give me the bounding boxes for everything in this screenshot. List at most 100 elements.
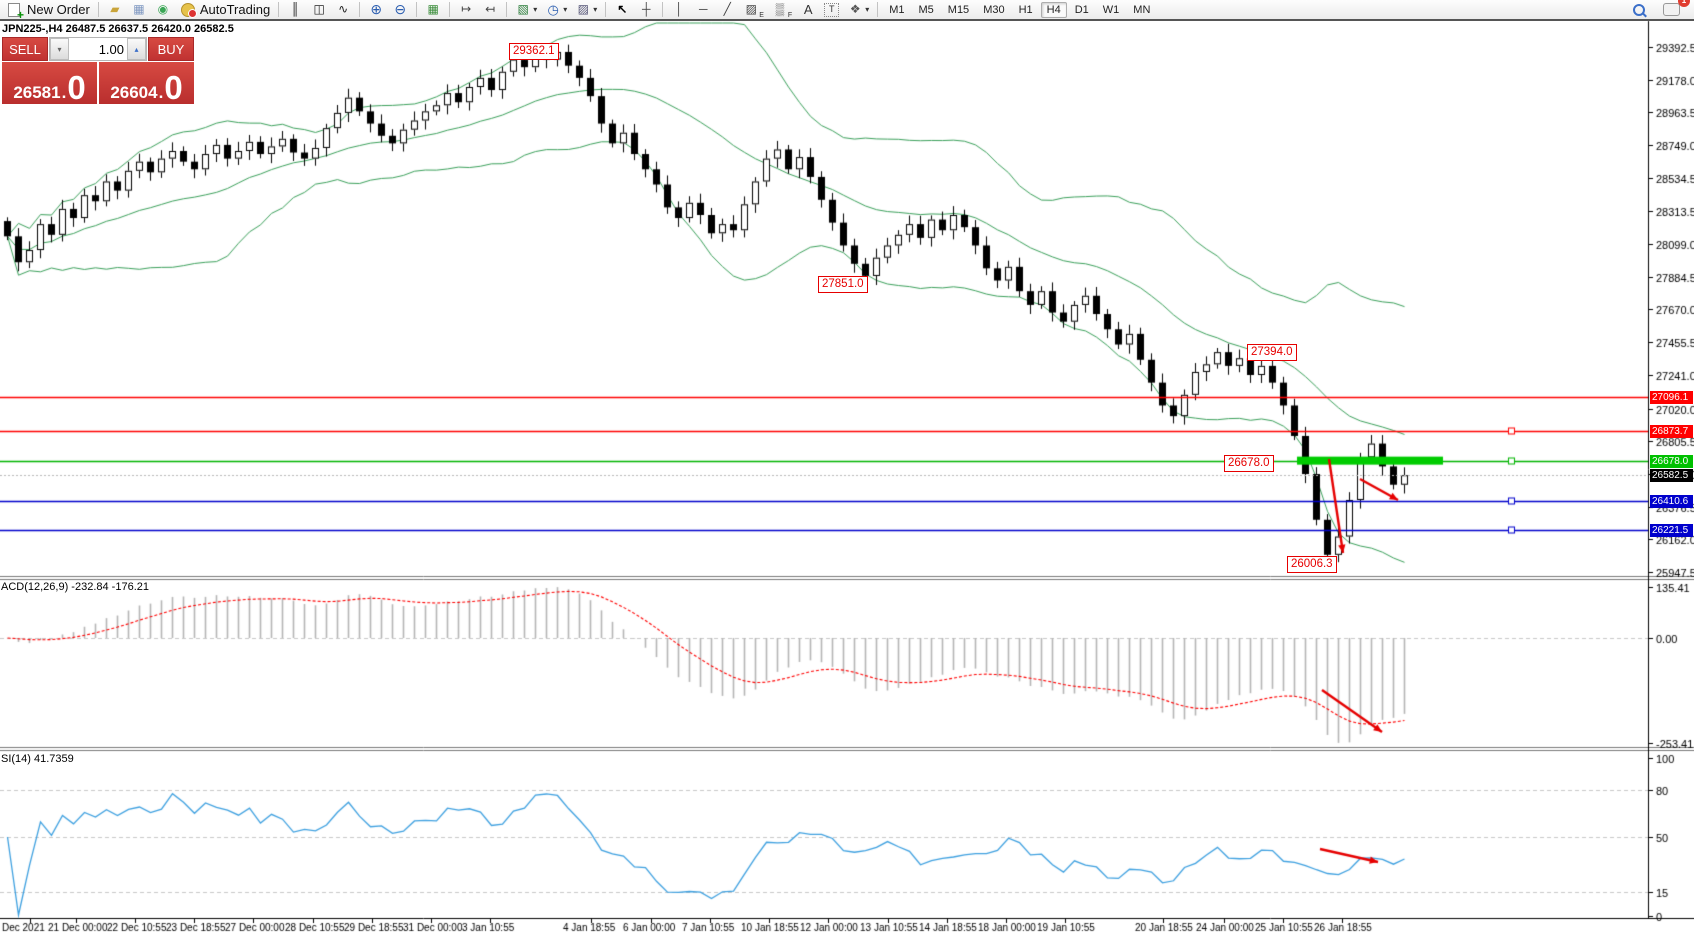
macd-label: ACD(12,26,9) -232.84 -176.21: [1, 581, 149, 593]
price-tag: 26678.0: [1650, 455, 1693, 468]
buy-price[interactable]: 26604. 0: [99, 62, 194, 104]
horizontal-line-button[interactable]: [691, 0, 715, 19]
signals-icon: [155, 2, 171, 18]
timeframe-bar: M1 M5 M15 M30 H1 H4 D1 W1 MN: [882, 1, 1157, 18]
volume-up-button[interactable]: ▴: [127, 38, 146, 60]
horizontal-line-icon: [695, 2, 711, 18]
vertical-line-button[interactable]: [667, 0, 691, 19]
channel-icon: [743, 2, 759, 18]
arrows-button[interactable]: ▾: [843, 0, 873, 19]
template-icon: [575, 2, 591, 18]
gold-bar-button[interactable]: [103, 0, 127, 19]
text-label-button[interactable]: [820, 0, 843, 19]
new-chart-button[interactable]: ▾: [511, 0, 541, 19]
cursor-icon: [614, 2, 630, 18]
signals-button[interactable]: [151, 0, 175, 19]
line-chart-button[interactable]: [331, 0, 355, 19]
timeframe-D1[interactable]: D1: [1074, 3, 1089, 16]
timeframe-M5[interactable]: M5: [918, 3, 934, 16]
new-order-button[interactable]: New Order: [2, 0, 94, 22]
zoom-out-icon: [392, 2, 408, 18]
fibonacci-icon: [772, 2, 788, 18]
new-order-label: New Order: [27, 2, 90, 17]
separator: [97, 2, 99, 17]
price-tag: 27096.1: [1650, 391, 1693, 404]
volume-stepper[interactable]: ▾ 1.00 ▴: [49, 37, 147, 61]
rsi-label: SI(14) 41.7359: [1, 753, 74, 765]
volume-value[interactable]: 1.00: [98, 41, 124, 57]
price-annotation[interactable]: 27851.0: [818, 276, 868, 293]
templates-button[interactable]: ▾: [571, 0, 601, 19]
separator: [605, 2, 607, 17]
new-chart-icon: [515, 2, 531, 18]
separator: [877, 2, 879, 17]
cursor-button[interactable]: [610, 0, 634, 19]
timeframe-M1[interactable]: M1: [889, 3, 905, 16]
tile-windows-button[interactable]: [421, 0, 445, 19]
timeframe-W1[interactable]: W1: [1102, 3, 1120, 16]
zoom-out-button[interactable]: [388, 0, 412, 19]
new-order-icon: [8, 2, 24, 22]
periods-button[interactable]: ▾: [541, 0, 571, 19]
separator: [278, 2, 280, 17]
vertical-line-icon: [671, 2, 687, 18]
price-annotation[interactable]: 29362.1: [509, 43, 559, 60]
timeframe-MN[interactable]: MN: [1133, 3, 1151, 16]
symbol-ohlc-line: JPN225-,H4 26487.5 26637.5 26420.0 26582…: [2, 23, 234, 37]
sell-button[interactable]: SELL: [2, 37, 48, 61]
separator: [416, 2, 418, 17]
quote-panel: JPN225-,H4 26487.5 26637.5 26420.0 26582…: [2, 23, 234, 104]
notifications-button[interactable]: 1: [1659, 0, 1690, 19]
timeframe-M15[interactable]: M15: [947, 3, 970, 16]
zoom-in-icon: [368, 2, 384, 18]
autotrading-button[interactable]: AutoTrading: [175, 0, 274, 19]
auto-scroll-icon: [458, 2, 474, 18]
text-button[interactable]: [796, 0, 820, 19]
separator: [506, 2, 508, 17]
autotrading-icon: [180, 2, 197, 18]
chevron-down-icon: ▾: [533, 5, 538, 14]
terminal-button[interactable]: [127, 0, 151, 19]
text-label-icon: [824, 2, 840, 17]
notification-badge: 1: [1678, 0, 1690, 7]
timeframe-H4[interactable]: H4: [1040, 1, 1067, 18]
separator: [449, 2, 451, 17]
trendline-button[interactable]: [715, 0, 739, 19]
price-annotation[interactable]: 26678.0: [1224, 455, 1274, 472]
search-button[interactable]: [1629, 0, 1649, 19]
sell-price[interactable]: 26581. 0: [2, 62, 97, 104]
buy-button[interactable]: BUY: [148, 37, 194, 61]
autotrading-label: AutoTrading: [199, 2, 271, 17]
zoom-in-button[interactable]: [364, 0, 388, 19]
auto-scroll-button[interactable]: [454, 0, 478, 19]
separator: [359, 2, 361, 17]
chat-icon: [1663, 3, 1680, 16]
price-tag: 26582.5: [1650, 469, 1693, 482]
candlestick-chart-button[interactable]: [307, 0, 331, 19]
equidistant-channel-button[interactable]: E: [739, 0, 768, 19]
search-icon: [1633, 3, 1645, 16]
bar-chart-icon: [287, 2, 303, 18]
price-annotation[interactable]: 27394.0: [1247, 344, 1297, 361]
tile-windows-icon: [425, 2, 441, 18]
gold-bar-icon: [107, 2, 123, 18]
chart-shift-button[interactable]: [478, 0, 502, 19]
text-icon: [800, 2, 816, 18]
chevron-down-icon: ▾: [563, 5, 568, 14]
price-annotation[interactable]: 26006.3: [1287, 556, 1337, 573]
timeframe-M30[interactable]: M30: [983, 3, 1005, 16]
volume-down-button[interactable]: ▾: [50, 38, 69, 60]
line-chart-icon: [335, 2, 351, 18]
bar-chart-button[interactable]: [283, 0, 307, 19]
trendline-icon: [719, 2, 735, 18]
fibonacci-button[interactable]: F: [768, 0, 796, 19]
clock-icon: [545, 2, 561, 18]
chevron-down-icon: ▾: [865, 5, 870, 14]
timeframe-H1[interactable]: H1: [1018, 3, 1033, 16]
terminal-icon: [131, 2, 147, 18]
crosshair-icon: [638, 2, 654, 18]
crosshair-button[interactable]: [634, 0, 658, 19]
arrows-icon: [847, 2, 863, 18]
candlestick-chart-icon: [311, 2, 327, 18]
